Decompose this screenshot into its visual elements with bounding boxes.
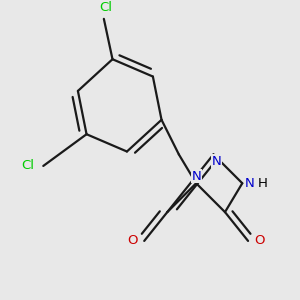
Text: Cl: Cl (21, 159, 34, 172)
Text: Cl: Cl (99, 1, 112, 14)
Text: O: O (254, 234, 265, 248)
Text: O: O (128, 234, 138, 248)
Text: N: N (191, 169, 201, 182)
Text: H: H (257, 177, 267, 190)
Text: N: N (212, 155, 221, 168)
Text: N: N (244, 177, 254, 190)
